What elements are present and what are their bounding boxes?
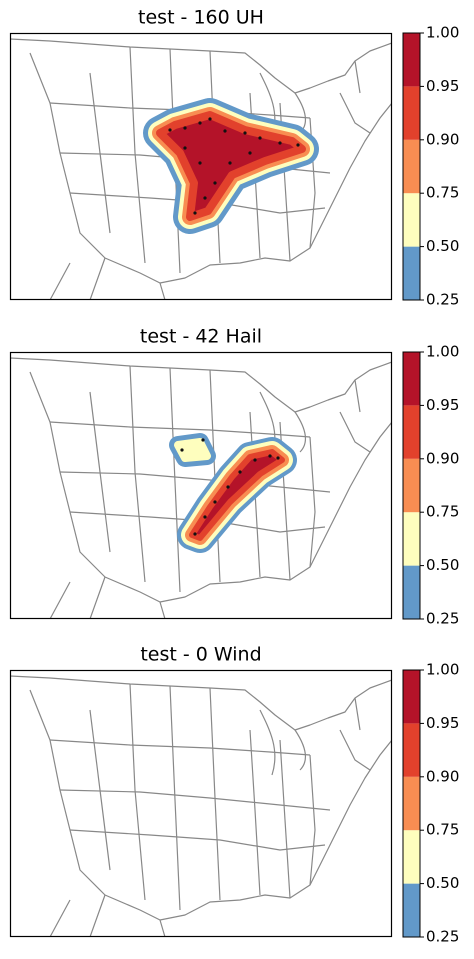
colorbar-label: 0.50	[426, 237, 459, 255]
base-map	[10, 358, 392, 619]
colorbar-label: 0.50	[426, 874, 459, 892]
colorbar-segment	[403, 670, 420, 724]
colorbar-label: 0.25	[426, 291, 459, 309]
colorbar-segment	[403, 139, 420, 194]
colorbar-segment	[403, 33, 420, 87]
colorbar-segment	[403, 776, 420, 831]
colorbar-segment	[403, 512, 420, 566]
map-panel: test - 42 Hail 0.25 0.50 0.75 0.90 0.95 1.00	[10, 326, 459, 628]
colorbar-label: 0.75	[426, 503, 459, 521]
colorbar-segment	[403, 458, 420, 513]
colorbar-segment	[403, 86, 420, 140]
reports	[168, 117, 300, 215]
colorbar-frame	[402, 351, 421, 620]
colorbar-frame	[402, 669, 421, 938]
panel-title: test - 42 Hail	[140, 326, 262, 348]
colorbar-segment	[403, 405, 420, 459]
map-panel: test - 160 UH 0.25 0.50 0.75 0.90 0.95 1.00	[10, 7, 459, 309]
map-frame	[9, 669, 393, 938]
colorbar-segment	[403, 246, 420, 300]
colorbar-label: 0.95	[426, 714, 459, 732]
colorbar-segment	[403, 193, 420, 247]
colorbar-label: 0.25	[426, 928, 459, 946]
probability-contours	[169, 433, 297, 553]
colorbar-label: 0.90	[426, 449, 459, 467]
map-panel: test - 0 Wind 0.25 0.50 0.75 0.90 0.95 1.00	[10, 644, 459, 946]
panel-title: test - 160 UH	[138, 7, 264, 29]
colorbar-label: 0.50	[426, 556, 459, 574]
colorbar-label: 0.75	[426, 184, 459, 202]
panel-title: test - 0 Wind	[140, 644, 261, 666]
colorbar-label: 0.95	[426, 77, 459, 95]
colorbar-label: 0.90	[426, 130, 459, 148]
map-frame	[9, 351, 393, 620]
colorbar-segment	[403, 565, 420, 619]
probability-contours	[143, 98, 319, 234]
colorbar-frame	[402, 32, 421, 301]
colorbar-label: 0.25	[426, 610, 459, 628]
colorbar-label: 1.00	[426, 661, 459, 679]
colorbar-label: 1.00	[426, 343, 459, 361]
colorbar-label: 1.00	[426, 24, 459, 42]
map-frame	[9, 32, 393, 301]
colorbar-segment	[403, 352, 420, 406]
reports	[180, 438, 280, 536]
base-map	[10, 676, 392, 937]
colorbar-segment	[403, 830, 420, 884]
colorbar-segment	[403, 883, 420, 937]
colorbar-segment	[403, 723, 420, 777]
colorbar-label: 0.75	[426, 821, 459, 839]
colorbar-label: 0.95	[426, 396, 459, 414]
colorbar-label: 0.90	[426, 767, 459, 785]
